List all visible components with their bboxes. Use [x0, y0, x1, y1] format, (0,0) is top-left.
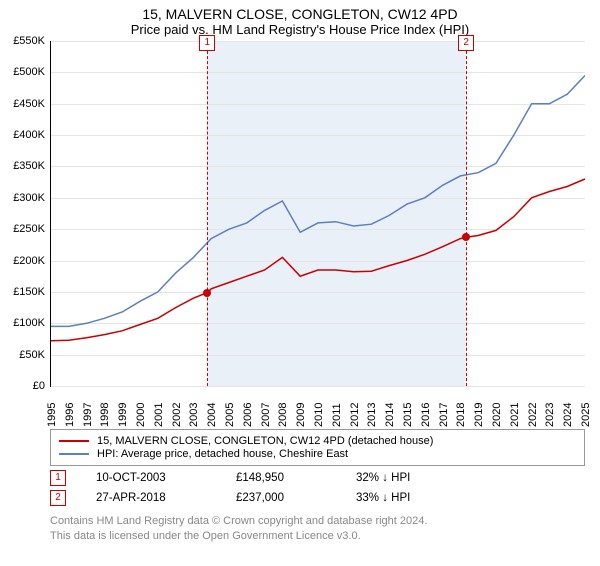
y-tick-label: £550K — [13, 35, 45, 47]
y-tick-label: £450K — [13, 98, 45, 110]
sale-hpi-delta: 33% ↓ HPI — [356, 492, 410, 504]
x-tick-label: 2002 — [171, 403, 183, 427]
x-tick-label: 2015 — [402, 403, 414, 427]
x-tick-label: 2025 — [580, 403, 592, 427]
sale-dot — [203, 289, 211, 297]
sale-marker-badge: 1 — [199, 35, 215, 51]
y-tick-label: £300K — [13, 192, 45, 204]
sale-marker-line — [207, 41, 208, 386]
sale-date: 27-APR-2018 — [96, 492, 206, 504]
sale-marker-line — [466, 41, 467, 386]
x-axis-ticks: 1995199619971998199920002001200220032004… — [50, 387, 585, 423]
legend-label: HPI: Average price, detached house, Ches… — [97, 448, 348, 460]
x-tick-label: 2012 — [349, 403, 361, 427]
x-tick-label: 2009 — [295, 403, 307, 427]
sale-row-badge: 1 — [50, 470, 66, 486]
legend-swatch — [59, 453, 89, 455]
y-tick-label: £250K — [13, 223, 45, 235]
sale-price: £148,950 — [236, 472, 326, 484]
series-line-price_paid — [51, 179, 585, 341]
x-tick-label: 2000 — [135, 403, 147, 427]
y-tick-label: £150K — [13, 286, 45, 298]
x-tick-label: 2019 — [473, 403, 485, 427]
x-tick-label: 2007 — [260, 403, 272, 427]
x-tick-label: 2024 — [562, 403, 574, 427]
sale-marker-badge: 2 — [458, 35, 474, 51]
x-tick-label: 2004 — [206, 403, 218, 427]
x-tick-label: 1998 — [99, 403, 111, 427]
x-tick-label: 2006 — [242, 403, 254, 427]
sale-hpi-delta: 32% ↓ HPI — [356, 472, 410, 484]
x-tick-label: 2005 — [224, 403, 236, 427]
x-tick-label: 2022 — [527, 403, 539, 427]
x-tick-label: 1995 — [46, 403, 58, 427]
sale-price: £237,000 — [236, 492, 326, 504]
y-tick-label: £500K — [13, 66, 45, 78]
x-tick-label: 2008 — [277, 403, 289, 427]
legend-item: 15, MALVERN CLOSE, CONGLETON, CW12 4PD (… — [59, 435, 576, 447]
x-tick-label: 2017 — [438, 403, 450, 427]
x-tick-label: 2003 — [188, 403, 200, 427]
x-tick-label: 2016 — [420, 403, 432, 427]
x-tick-label: 2023 — [544, 403, 556, 427]
x-tick-label: 2020 — [491, 403, 503, 427]
x-tick-label: 2010 — [313, 403, 325, 427]
x-tick-label: 1996 — [64, 403, 76, 427]
sale-date: 10-OCT-2003 — [96, 472, 206, 484]
sale-row: 1 10-OCT-2003 £148,950 32% ↓ HPI — [50, 470, 585, 486]
chart-title: 15, MALVERN CLOSE, CONGLETON, CW12 4PD — [0, 6, 600, 22]
x-tick-label: 1997 — [82, 403, 94, 427]
legend-box: 15, MALVERN CLOSE, CONGLETON, CW12 4PD (… — [50, 429, 585, 466]
x-tick-label: 2011 — [331, 403, 343, 427]
x-tick-label: 2013 — [366, 403, 378, 427]
chart-subtitle: Price paid vs. HM Land Registry's House … — [0, 22, 600, 37]
sale-row: 2 27-APR-2018 £237,000 33% ↓ HPI — [50, 490, 585, 506]
x-tick-label: 2018 — [455, 403, 467, 427]
x-tick-label: 1999 — [117, 403, 129, 427]
y-tick-label: £400K — [13, 129, 45, 141]
legend-label: 15, MALVERN CLOSE, CONGLETON, CW12 4PD (… — [97, 435, 433, 447]
license-footnote: Contains HM Land Registry data © Crown c… — [50, 514, 585, 544]
sale-row-badge: 2 — [50, 490, 66, 506]
series-line-hpi — [51, 76, 585, 327]
sales-table: 1 10-OCT-2003 £148,950 32% ↓ HPI 2 27-APR-201… — [0, 470, 600, 506]
chart-plot-area: £0£50K£100K£150K£200K£250K£300K£350K£400… — [50, 41, 585, 387]
y-tick-label: £350K — [13, 160, 45, 172]
sale-dot — [462, 233, 470, 241]
y-tick-label: £100K — [13, 317, 45, 329]
x-tick-label: 2001 — [153, 403, 165, 427]
legend-swatch — [59, 440, 89, 442]
legend-item: HPI: Average price, detached house, Ches… — [59, 448, 576, 460]
y-tick-label: £0 — [33, 380, 45, 392]
x-tick-label: 2014 — [384, 403, 396, 427]
y-tick-label: £200K — [13, 255, 45, 267]
x-tick-label: 2021 — [509, 403, 521, 427]
y-tick-label: £50K — [19, 349, 45, 361]
